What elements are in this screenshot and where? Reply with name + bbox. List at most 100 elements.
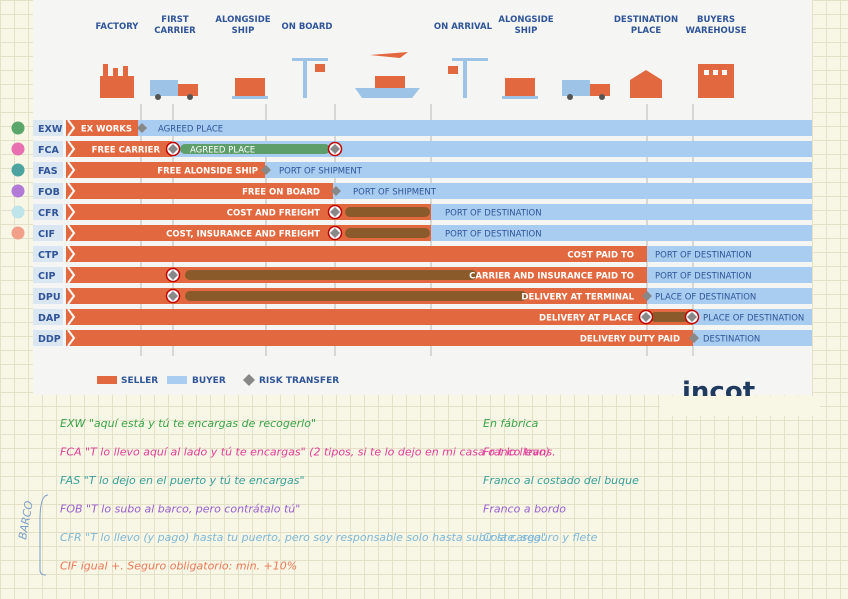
note-text: FOB "T lo subo al barco, pero contrátalo… xyxy=(60,503,300,516)
stage-label: FACTORY xyxy=(96,22,140,32)
seller-bar xyxy=(66,120,138,136)
seller-bar xyxy=(66,162,265,178)
stage-label: ALONGSIDE xyxy=(215,15,270,25)
buyer-label: PLACE OF DESTINATION xyxy=(703,314,804,324)
color-dot xyxy=(11,226,25,240)
color-dot xyxy=(11,142,25,156)
chevron xyxy=(67,140,76,158)
buyer-label: PORT OF DESTINATION xyxy=(445,230,542,240)
chevron xyxy=(67,308,76,326)
side-label: BARCO xyxy=(16,499,36,540)
stage-label: PLACE xyxy=(631,26,661,36)
risk-diamond xyxy=(687,312,697,322)
seller-label: COST PAID TO xyxy=(567,251,634,261)
route-bar xyxy=(345,228,430,238)
seller-bar xyxy=(66,246,647,262)
risk-diamond xyxy=(641,312,651,322)
route-bar xyxy=(185,270,477,280)
color-dot xyxy=(11,163,25,177)
risk-diamond xyxy=(689,333,699,343)
risk-diamond xyxy=(168,270,178,280)
stage-label: ON BOARD xyxy=(282,22,333,32)
code-cell xyxy=(33,225,63,241)
buyer-bar xyxy=(66,120,812,136)
note-translation: Coste, seguro y flete xyxy=(483,531,598,544)
note-translation: Franco a bordo xyxy=(483,503,566,516)
buyer-label: AGREED PLACE xyxy=(158,125,223,135)
risk-diamond xyxy=(331,186,341,196)
seller-label: FREE CARRIER xyxy=(92,146,161,156)
row-code: DDP xyxy=(38,334,61,345)
buyer-label: PORT OF DESTINATION xyxy=(655,251,752,261)
buyer-label: PORT OF SHIPMENT xyxy=(353,188,437,198)
seller-label: EX WORKS xyxy=(81,125,132,135)
chevron xyxy=(67,203,76,221)
code-cell xyxy=(33,246,63,262)
note-text: FAS "T lo dejo en el puerto y tú te enca… xyxy=(60,474,305,487)
row-code: FCA xyxy=(38,145,59,156)
buyer-label: PORT OF DESTINATION xyxy=(445,209,542,219)
row-code: EXW xyxy=(38,124,63,135)
row-code: CIF xyxy=(38,229,55,240)
seller-label: FREE ON BOARD xyxy=(242,188,320,198)
note-text: FCA "T lo llevo aquí al lado y tú te enc… xyxy=(60,446,550,459)
seller-label: CARRIER AND INSURANCE PAID TO xyxy=(469,272,634,282)
stage-label: ON ARRIVAL xyxy=(434,22,493,32)
chevron xyxy=(67,287,76,305)
stage-label: DESTINATION xyxy=(614,15,678,25)
seller-bar xyxy=(66,141,172,157)
code-cell xyxy=(33,162,63,178)
icons xyxy=(100,52,734,100)
code-cell xyxy=(33,120,63,136)
chevron xyxy=(67,119,76,137)
stage-label: BUYERS xyxy=(697,15,735,25)
route-bar xyxy=(345,207,430,217)
legend-label: SELLER xyxy=(121,376,158,386)
code-cell xyxy=(33,309,63,325)
row-code: FAS xyxy=(38,166,58,177)
row-code: FOB xyxy=(38,187,60,198)
code-cell xyxy=(33,267,63,283)
risk-diamond xyxy=(168,291,178,301)
code-cell xyxy=(33,330,63,346)
seller-label: FREE ALONSIDE SHIP xyxy=(157,167,258,177)
legend-label: BUYER xyxy=(192,376,226,386)
note-text: CIF igual +. Seguro obligatorio: min. +1… xyxy=(60,560,297,573)
bracket xyxy=(39,494,49,576)
chevron xyxy=(67,329,76,347)
buyer-label: PORT OF DESTINATION xyxy=(655,272,752,282)
risk-diamond xyxy=(137,123,147,133)
row-code: DAP xyxy=(38,313,60,324)
seller-label: COST, INSURANCE AND FREIGHT xyxy=(166,230,320,240)
seller-bar xyxy=(66,330,693,346)
color-dot xyxy=(11,121,25,135)
chevron xyxy=(67,161,76,179)
code-cell xyxy=(33,183,63,199)
seller-label: DELIVERY DUTY PAID xyxy=(580,335,680,345)
seller-label: DELIVERY AT PLACE xyxy=(539,314,633,324)
row-code: DPU xyxy=(38,292,61,303)
code-cell xyxy=(33,204,63,220)
stage-label: ALONGSIDE xyxy=(498,15,553,25)
color-dot xyxy=(11,205,25,219)
note-translation: Franco trans. xyxy=(483,446,556,459)
row-code: CTP xyxy=(38,250,58,261)
color-dot xyxy=(11,184,25,198)
chevron xyxy=(67,266,76,284)
code-cell xyxy=(33,141,63,157)
row-code: CFR xyxy=(38,208,59,219)
seller-label: DELIVERY AT TERMINAL xyxy=(521,293,634,303)
stage-label: WAREHOUSE xyxy=(685,26,746,36)
seller-label: COST AND FREIGHT xyxy=(227,209,320,219)
legend-label: RISK TRANSFER xyxy=(259,376,339,386)
risk-diamond xyxy=(330,144,340,154)
buyer-label: DESTINATION xyxy=(703,335,760,345)
chevron xyxy=(67,245,76,263)
risk-diamond xyxy=(168,144,178,154)
code-cell xyxy=(33,288,63,304)
note-text: EXW "aquí está y tú te encargas de recog… xyxy=(60,417,316,430)
logo-cut xyxy=(660,396,820,416)
stage-label: SHIP xyxy=(515,26,538,36)
